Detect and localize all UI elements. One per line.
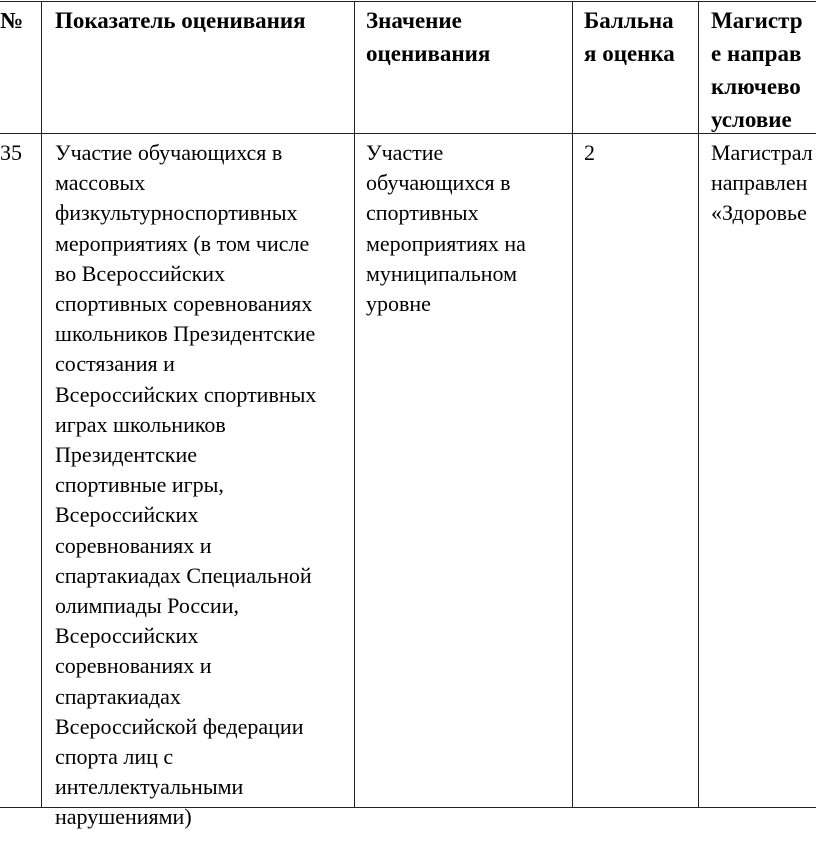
cell-line: спартакиадах Специальной — [55, 562, 312, 588]
cell-line: Всероссийских — [55, 623, 199, 649]
cell-line: № — [0, 8, 24, 33]
table-cell: 2 — [584, 138, 595, 168]
cell-line: 2 — [584, 140, 595, 165]
cell-line: Значение — [366, 8, 462, 33]
cell-line: мероприятиях на — [366, 230, 526, 256]
cell-line: соревнованиях и — [55, 653, 212, 679]
header-divider — [0, 133, 816, 134]
cell-line: соревнованиях и — [55, 532, 212, 558]
cell-line: Всероссийской федерации — [55, 713, 304, 739]
column-divider — [572, 1, 573, 808]
cell-line: Показатель оценивания — [55, 8, 306, 33]
cell-line: физкультурноспортивных — [55, 200, 298, 226]
cell-line: я оценка — [584, 41, 675, 66]
cell-line: спартакиадах — [55, 683, 181, 709]
cell-line: направлен — [711, 170, 808, 196]
cell-line: е направ — [711, 41, 802, 66]
cell-line: муниципальном — [366, 260, 518, 286]
header-cell: Значение оценивания — [366, 4, 490, 70]
cell-line: спорта лиц с — [55, 744, 174, 770]
table-cell: 35 — [0, 138, 22, 168]
table-cell: Магистрал направлен «Здоровье — [711, 138, 813, 229]
cell-line: спортивных — [366, 200, 479, 226]
column-divider — [354, 1, 355, 808]
header-cell: Балльна я оценка — [584, 4, 675, 70]
cell-line: интеллектуальными — [55, 774, 244, 800]
cell-line: ключево — [711, 74, 801, 99]
cell-line: Участие обучающихся в — [55, 140, 283, 165]
column-divider — [698, 1, 699, 808]
cell-line: обучающихся в — [366, 170, 511, 196]
table-border-top — [0, 1, 816, 2]
column-divider — [41, 1, 42, 808]
cell-line: играх школьников — [55, 411, 226, 437]
cell-line: Всероссийских спортивных — [55, 381, 317, 407]
header-cell: Показатель оценивания — [55, 4, 306, 37]
cell-line: во Всероссийских — [55, 260, 226, 286]
cell-line: Участие — [366, 140, 444, 165]
cell-line: Магистр — [711, 8, 803, 33]
cell-line: мероприятиях (в том числе — [55, 230, 310, 256]
cell-line: оценивания — [366, 41, 491, 66]
cell-line: массовых — [55, 170, 146, 196]
header-cell: № — [0, 4, 23, 37]
cell-line: Магистрал — [711, 140, 813, 165]
cell-line: «Здоровье — [711, 200, 807, 226]
cell-line: олимпиады России, — [55, 593, 239, 619]
header-cell: Магистр е направ ключево условие — [711, 4, 802, 136]
cell-line: состязания и — [55, 351, 175, 377]
table-border-bottom — [0, 807, 816, 808]
cell-line: 35 — [0, 140, 22, 165]
cell-line: условие — [711, 107, 792, 132]
cell-line: нарушениями) — [55, 804, 192, 830]
table-cell: Участие обучающихся в спортивных мероприяти… — [366, 138, 526, 319]
cell-line: уровне — [366, 291, 431, 317]
cell-line: Всероссийских — [55, 502, 199, 528]
cell-line: спортивных соревнованиях — [55, 291, 313, 317]
cell-line: Балльна — [584, 8, 674, 33]
cell-line: школьников Президентские — [55, 321, 316, 347]
cell-line: Президентские — [55, 442, 197, 468]
cell-line: спортивные игры, — [55, 472, 224, 498]
table-cell: Участие обучающихся в массовых физкультурн… — [55, 138, 316, 833]
